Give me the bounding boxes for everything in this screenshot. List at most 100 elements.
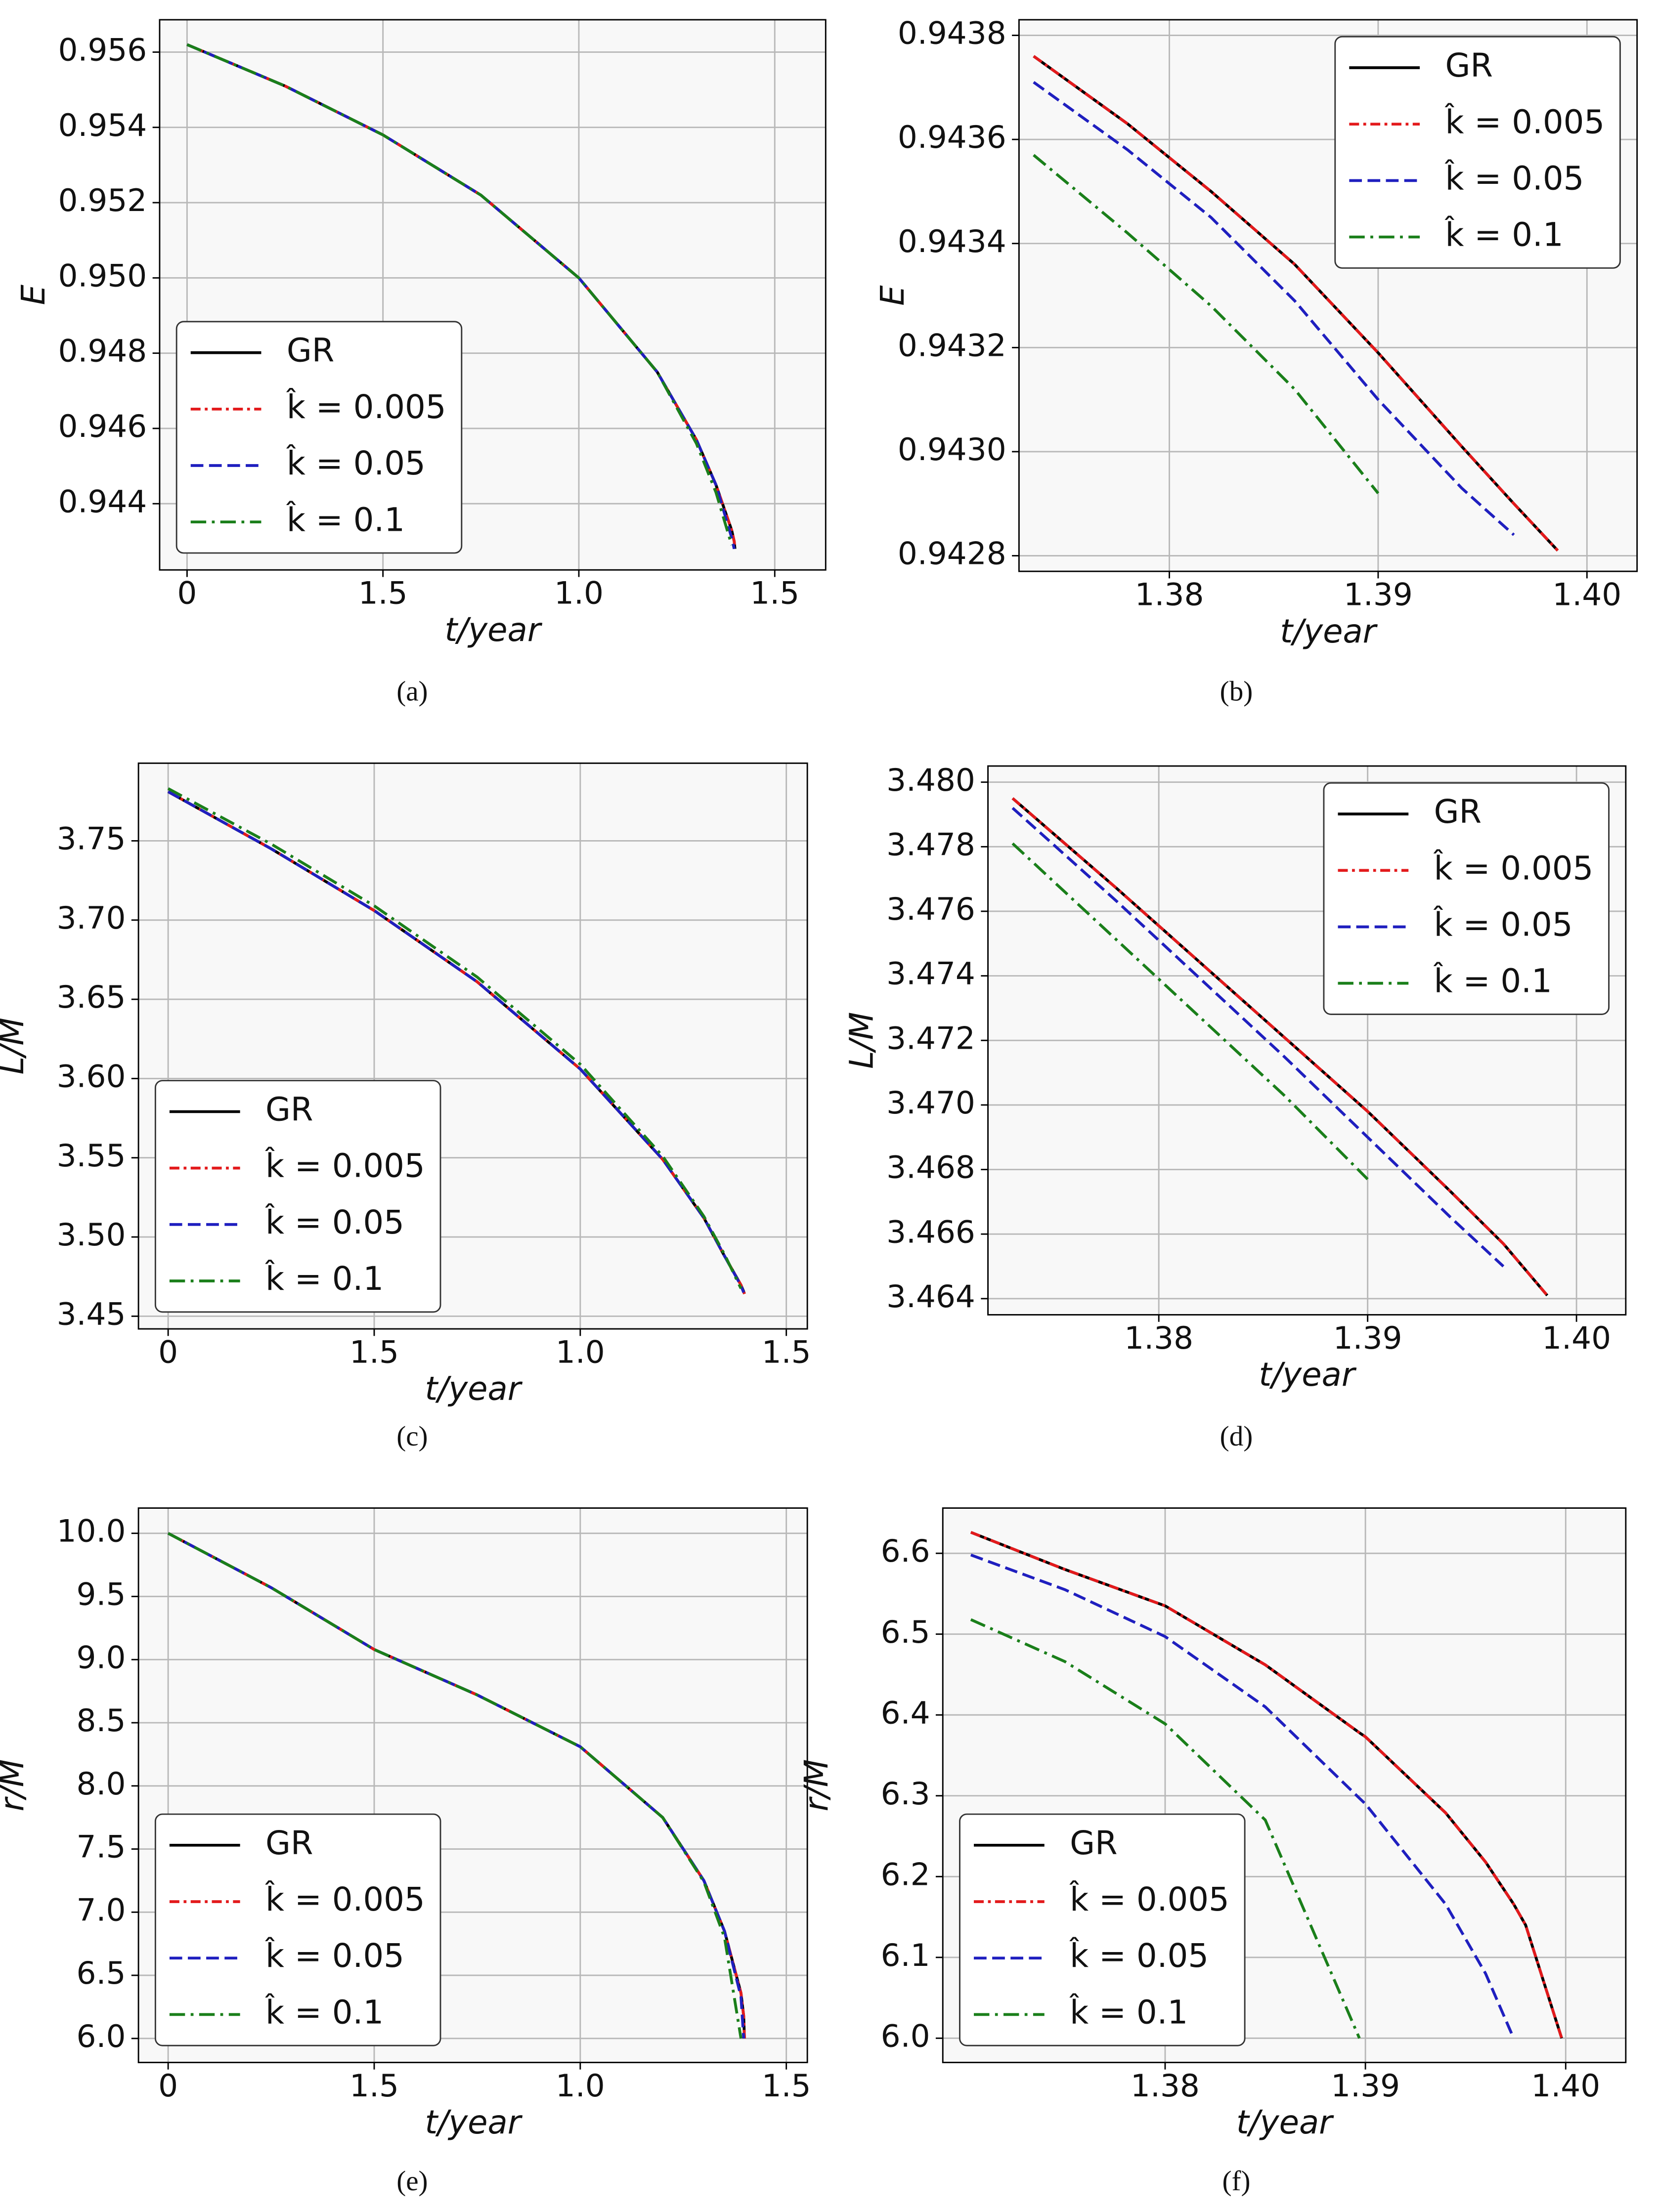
legend-label: k̂ = 0.1 [1069, 1993, 1188, 2031]
y-tick-label: 0.954 [58, 107, 147, 143]
x-tick-label: 1.39 [1331, 2068, 1400, 2104]
plot-frame [159, 19, 827, 571]
y-axis-label: r/M [0, 1759, 31, 1812]
legend-box [1323, 782, 1610, 1015]
x-tick-label: 0 [158, 2068, 178, 2104]
y-tick-label: 0.9438 [898, 15, 1006, 51]
x-tick-label: 1.0 [556, 1334, 605, 1370]
y-tick-label: 3.464 [886, 1278, 975, 1315]
plot-frame [137, 1507, 808, 2063]
legend-label: k̂ = 0.1 [264, 1993, 384, 2031]
y-tick-label: 0.948 [58, 333, 147, 369]
x-tick-label: 1.5 [762, 1334, 811, 1370]
legend-label: k̂ = 0.1 [286, 500, 405, 539]
legend-label: GR [1434, 793, 1482, 831]
series-line [186, 43, 736, 550]
y-tick-label: 3.468 [886, 1149, 975, 1186]
legend-label: k̂ = 0.1 [1433, 962, 1552, 1000]
legend-box [1334, 36, 1621, 269]
y-axis-label: L/M [843, 1012, 880, 1069]
y-tick-label: 3.70 [57, 900, 126, 936]
y-tick-label: 6.1 [881, 1937, 930, 1973]
y-tick-label: 3.50 [57, 1217, 126, 1253]
legend-label: k̂ = 0.005 [1444, 102, 1605, 141]
plot-frame [942, 1507, 1627, 2063]
y-tick-label: 3.480 [886, 762, 975, 798]
y-tick-label: 6.0 [77, 2018, 126, 2054]
y-tick-label: 6.3 [881, 1776, 930, 1812]
legend-label: GR [287, 332, 334, 370]
x-tick-label: 0 [177, 575, 197, 611]
y-tick-label: 6.5 [881, 1614, 930, 1650]
x-axis-label: t/year [1280, 613, 1378, 650]
y-tick-label: 0.944 [58, 483, 147, 519]
x-tick-label: 1.5 [750, 575, 799, 611]
panel-caption: (e) [396, 2166, 428, 2197]
legend-box [154, 1813, 441, 2046]
x-tick-label: 1.5 [358, 575, 408, 611]
x-tick-label: 1.40 [1531, 2068, 1600, 2104]
legend-label: k̂ = 0.05 [264, 1936, 404, 1975]
series-line [1033, 154, 1380, 494]
x-tick-label: 1.39 [1333, 1320, 1402, 1356]
y-tick-label: 0.9436 [898, 119, 1006, 155]
x-axis-label: t/year [444, 611, 542, 649]
legend-label: k̂ = 0.05 [1444, 159, 1584, 197]
y-tick-label: 9.0 [77, 1639, 126, 1675]
series-line [1011, 797, 1549, 1297]
series-line [1011, 842, 1369, 1181]
x-axis-label: t/year [425, 1370, 523, 1408]
plot-frame [1018, 19, 1638, 572]
series-line [186, 43, 733, 546]
y-tick-label: 0.950 [58, 257, 147, 294]
y-tick-label: 3.65 [57, 979, 126, 1015]
x-tick-label: 1.0 [556, 2068, 605, 2104]
x-tick-label: 1.5 [762, 2068, 811, 2104]
y-axis-label: L/M [0, 1018, 31, 1074]
y-tick-label: 3.45 [57, 1296, 126, 1332]
panel-caption: (f) [1222, 2166, 1250, 2197]
y-tick-label: 0.9432 [898, 327, 1006, 363]
y-tick-label: 6.4 [881, 1695, 930, 1731]
y-tick-label: 3.478 [886, 826, 975, 862]
legend-label: GR [265, 1091, 313, 1128]
y-tick-label: 6.2 [881, 1856, 930, 1892]
legend-label: GR [1070, 1825, 1117, 1862]
y-tick-label: 7.5 [77, 1829, 126, 1865]
x-tick-label: 1.38 [1124, 1320, 1193, 1356]
series-line [1011, 807, 1505, 1268]
legend-label: k̂ = 0.005 [1069, 1880, 1229, 1918]
legend-label: k̂ = 0.005 [264, 1880, 425, 1918]
y-tick-label: 10.0 [57, 1513, 126, 1549]
series-line [970, 1531, 1563, 2039]
y-tick-label: 8.5 [77, 1702, 126, 1739]
x-tick-label: 1.38 [1135, 577, 1204, 613]
plot-frame [987, 765, 1627, 1316]
y-tick-label: 0.9434 [898, 223, 1006, 259]
legend-label: k̂ = 0.05 [1433, 905, 1573, 944]
y-tick-label: 0.946 [58, 408, 147, 444]
panel-caption: (c) [396, 1421, 428, 1452]
legend-label: k̂ = 0.005 [1433, 849, 1593, 887]
y-tick-label: 6.0 [881, 2018, 930, 2054]
y-tick-label: 3.470 [886, 1085, 975, 1121]
legend-label: k̂ = 0.005 [286, 387, 446, 426]
y-tick-label: 0.9428 [898, 536, 1006, 572]
series-line [970, 1553, 1515, 2039]
y-tick-label: 6.5 [77, 1955, 126, 1991]
panel-caption: (a) [396, 676, 428, 707]
x-axis-label: t/year [425, 2104, 523, 2141]
legend-box [175, 321, 463, 554]
y-tick-label: 3.472 [886, 1020, 975, 1056]
x-tick-label: 1.40 [1542, 1320, 1611, 1356]
x-tick-label: 1.5 [349, 1334, 399, 1370]
y-axis-label: r/M [798, 1759, 835, 1812]
panel-caption: (d) [1220, 1421, 1253, 1452]
x-axis-label: t/year [1259, 1356, 1357, 1394]
y-tick-label: 0.956 [58, 32, 147, 68]
legend-box [959, 1813, 1246, 2046]
x-axis-label: t/year [1236, 2104, 1334, 2141]
series-line [970, 1618, 1361, 2039]
